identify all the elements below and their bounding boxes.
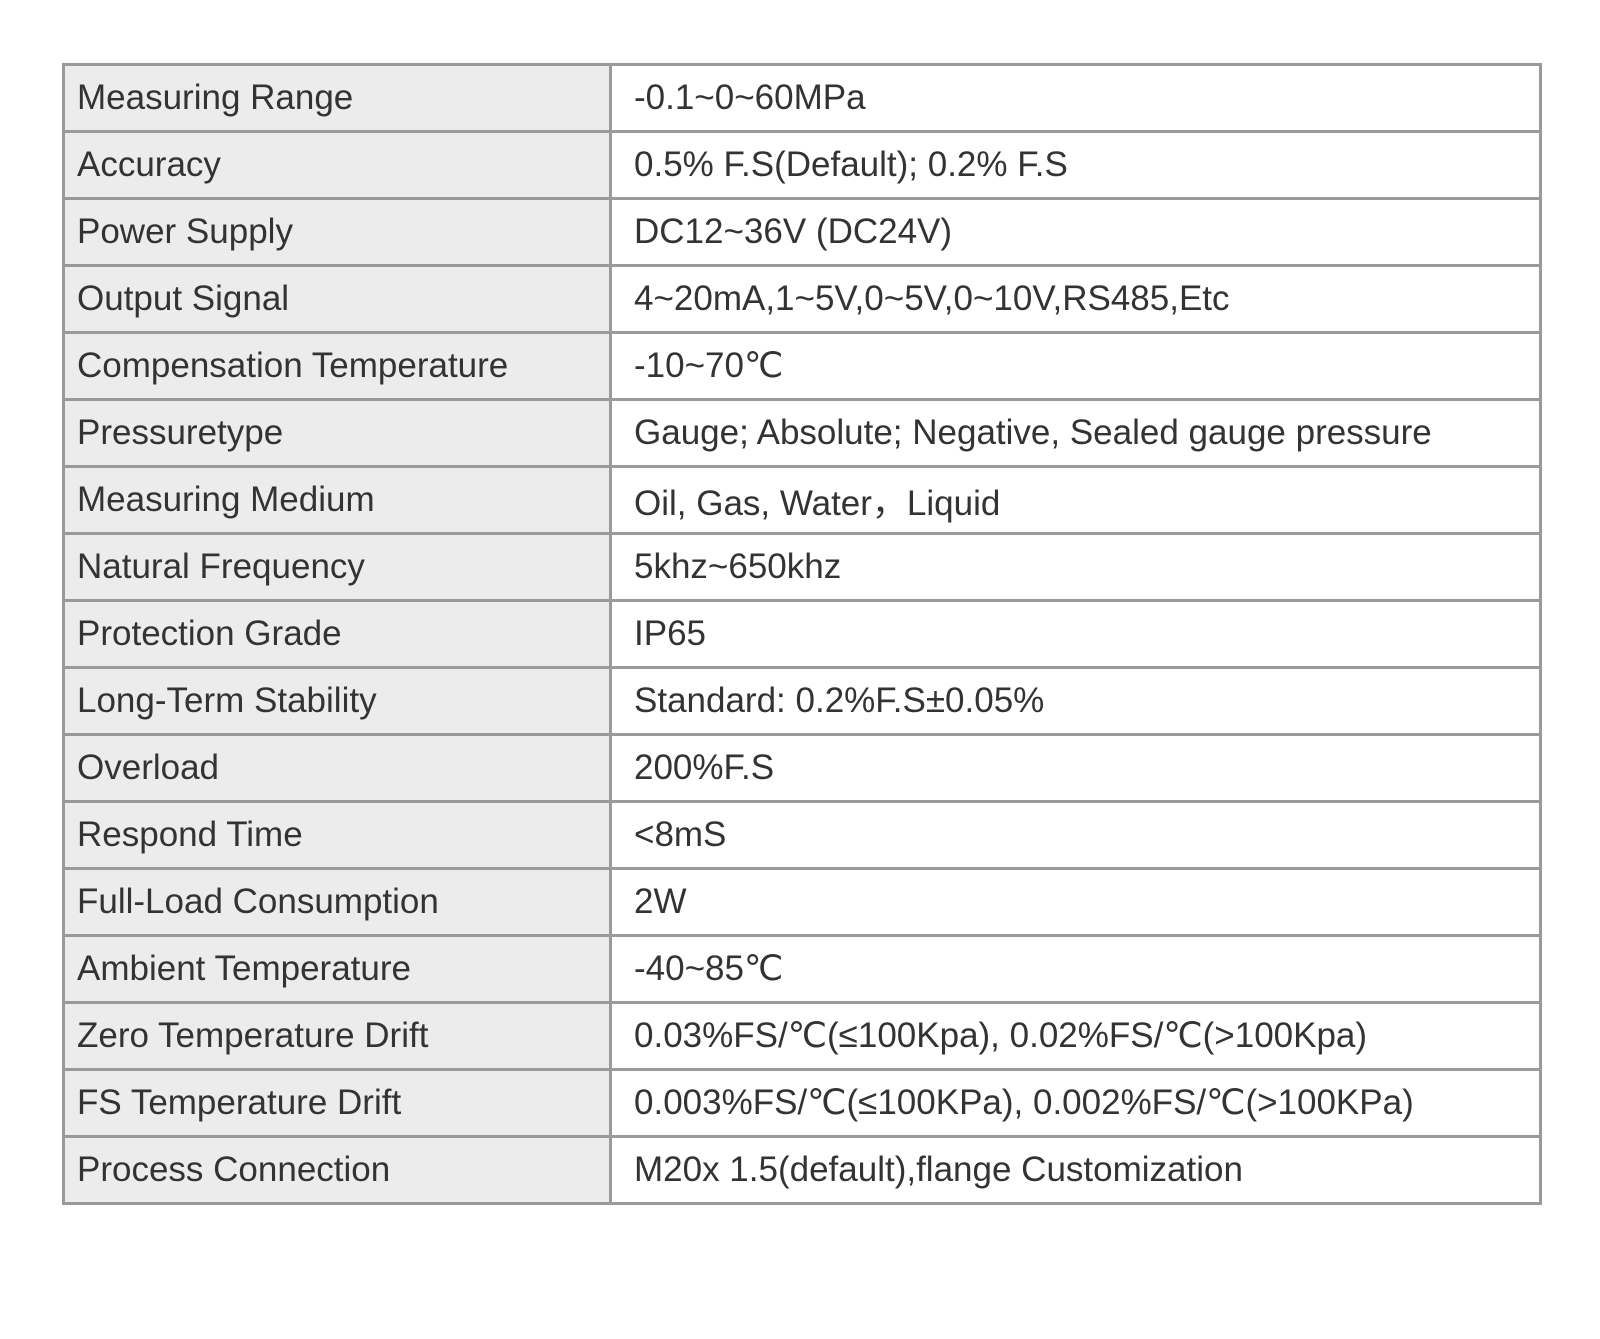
spec-value: 0.003%FS/℃(≤100KPa), 0.002%FS/℃(>100KPa) (609, 1068, 1542, 1138)
spec-row: Output Signal 4~20mA,1~5V,0~5V,0~10V,RS48… (62, 264, 1542, 334)
spec-label: Ambient Temperature (62, 934, 612, 1004)
spec-value: -40~85℃ (609, 934, 1542, 1004)
spec-value: DC12~36V (DC24V) (609, 197, 1542, 267)
spec-label: Pressuretype (62, 398, 612, 468)
spec-value: IP65 (609, 599, 1542, 669)
spec-label: Respond Time (62, 800, 612, 870)
spec-label: Zero Temperature Drift (62, 1001, 612, 1071)
spec-table: Measuring Range -0.1~0~60MPa Accuracy 0.5% … (62, 63, 1542, 1205)
spec-row: Natural Frequency 5khz~650khz (62, 532, 1542, 602)
spec-value: 4~20mA,1~5V,0~5V,0~10V,RS485,Etc (609, 264, 1542, 334)
spec-value: Gauge; Absolute; Negative, Sealed gauge … (609, 398, 1542, 468)
spec-row: Compensation Temperature -10~70℃ (62, 331, 1542, 401)
spec-row: Pressuretype Gauge; Absolute; Negative, S… (62, 398, 1542, 468)
spec-label: Natural Frequency (62, 532, 612, 602)
spec-value: M20x 1.5(default),flange Customization (609, 1135, 1542, 1205)
spec-label: Measuring Range (62, 63, 612, 133)
spec-label: Protection Grade (62, 599, 612, 669)
spec-label: Overload (62, 733, 612, 803)
spec-row: Process Connection M20x 1.5(default),flan… (62, 1135, 1542, 1205)
spec-row: Full-Load Consumption 2W (62, 867, 1542, 937)
spec-label: Full-Load Consumption (62, 867, 612, 937)
spec-label: FS Temperature Drift (62, 1068, 612, 1138)
spec-row: Long-Term Stability Standard: 0.2%F.S±0.0… (62, 666, 1542, 736)
spec-row: Overload 200%F.S (62, 733, 1542, 803)
spec-row: Measuring Range -0.1~0~60MPa (62, 63, 1542, 133)
spec-value: 0.03%FS/℃(≤100Kpa), 0.02%FS/℃(>100Kpa) (609, 1001, 1542, 1071)
spec-value: -10~70℃ (609, 331, 1542, 401)
spec-value: 2W (609, 867, 1542, 937)
spec-label: Measuring Medium (62, 465, 612, 535)
spec-label: Process Connection (62, 1135, 612, 1205)
spec-value: <8mS (609, 800, 1542, 870)
spec-value: 0.5% F.S(Default); 0.2% F.S (609, 130, 1542, 200)
spec-row: Accuracy 0.5% F.S(Default); 0.2% F.S (62, 130, 1542, 200)
spec-row: Respond Time <8mS (62, 800, 1542, 870)
spec-label: Compensation Temperature (62, 331, 612, 401)
spec-row: Protection Grade IP65 (62, 599, 1542, 669)
spec-value: 200%F.S (609, 733, 1542, 803)
spec-row: Power Supply DC12~36V (DC24V) (62, 197, 1542, 267)
spec-label: Long-Term Stability (62, 666, 612, 736)
spec-value: Standard: 0.2%F.S±0.05% (609, 666, 1542, 736)
spec-label: Power Supply (62, 197, 612, 267)
spec-row: FS Temperature Drift 0.003%FS/℃(≤100KPa),… (62, 1068, 1542, 1138)
spec-label: Output Signal (62, 264, 612, 334)
spec-row: Measuring Medium Oil, Gas, Water，Liquid (62, 465, 1542, 535)
spec-value: 5khz~650khz (609, 532, 1542, 602)
spec-label: Accuracy (62, 130, 612, 200)
spec-value: -0.1~0~60MPa (609, 63, 1542, 133)
spec-row: Zero Temperature Drift 0.03%FS/℃(≤100Kpa)… (62, 1001, 1542, 1071)
spec-value: Oil, Gas, Water，Liquid (609, 465, 1542, 535)
spec-row: Ambient Temperature -40~85℃ (62, 934, 1542, 1004)
